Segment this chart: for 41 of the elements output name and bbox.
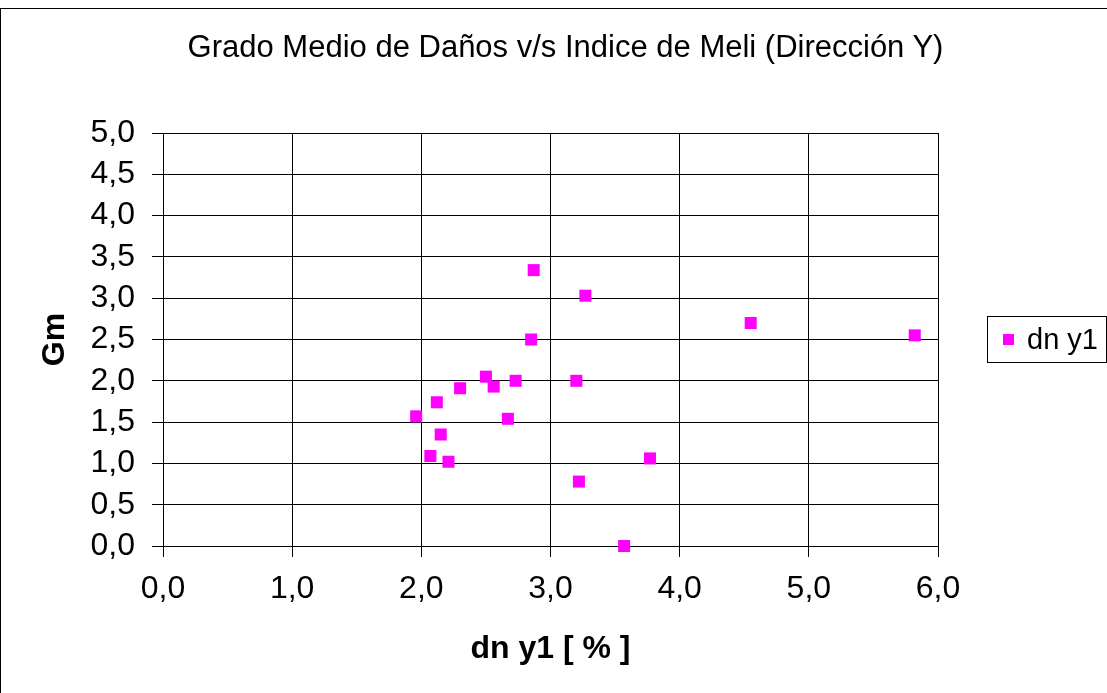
x-tick-label: 1,0 <box>269 569 315 606</box>
y-tick-label: 3,0 <box>90 278 135 315</box>
chart-title: Grado Medio de Daños v/s Indice de Meli (Dirección Y) <box>187 28 944 64</box>
y-tick-label: 2,0 <box>90 360 135 397</box>
x-tick-label: 2,0 <box>399 569 444 606</box>
point <box>618 539 631 553</box>
point <box>501 412 514 425</box>
point <box>509 374 522 387</box>
y-tick-label: 4,5 <box>90 154 135 191</box>
point <box>430 396 443 409</box>
point <box>572 475 585 488</box>
point <box>527 264 540 277</box>
x-tick-label: 4,0 <box>657 569 702 606</box>
y-tick-label: 2,5 <box>90 319 135 356</box>
point <box>908 329 921 342</box>
legend-label: dn y1 <box>1027 322 1098 357</box>
point <box>442 455 455 468</box>
point <box>424 449 437 462</box>
y-tick-label: 0,0 <box>90 525 135 562</box>
x-tick-label: 0,0 <box>140 569 186 606</box>
y-axis-title: Gm <box>35 312 72 367</box>
point <box>454 382 467 395</box>
x-tick-label: 6,0 <box>915 569 961 606</box>
x-axis-title: dn y1 [ % ] <box>470 628 631 665</box>
y-tick-label: 0,5 <box>90 484 135 521</box>
point <box>479 370 492 383</box>
y-tick-label: 1,5 <box>90 401 135 438</box>
point <box>410 410 423 423</box>
y-tick-label: 3,5 <box>90 236 135 273</box>
point <box>579 289 592 302</box>
x-tick-label: 5,0 <box>786 569 832 606</box>
point <box>525 333 538 346</box>
y-tick-label: 5,0 <box>90 112 135 149</box>
y-tick-label: 4,0 <box>90 195 135 232</box>
point <box>744 316 757 329</box>
x-tick-label: 3,0 <box>528 569 573 606</box>
point <box>487 380 500 393</box>
point <box>643 452 656 465</box>
y-tick-label: 1,0 <box>90 443 135 480</box>
point <box>570 374 583 387</box>
point <box>434 428 447 441</box>
